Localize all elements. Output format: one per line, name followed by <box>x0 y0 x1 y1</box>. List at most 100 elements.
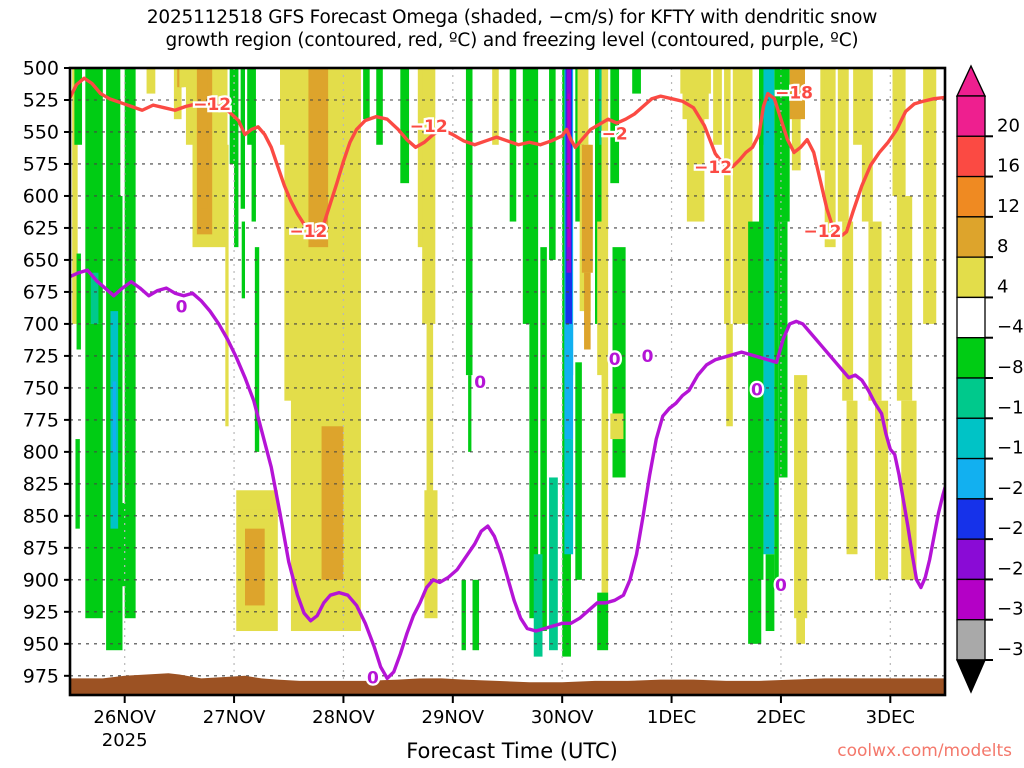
x-axis-year-label: 2025 <box>102 730 148 751</box>
omega-shade-band <box>247 68 254 145</box>
contour-label-text: −12 <box>694 158 732 178</box>
omega-shade-band <box>901 400 917 580</box>
omega-shade-band <box>325 451 340 555</box>
y-axis-tick-label: 575 <box>23 153 59 175</box>
terrain-profile <box>70 673 945 695</box>
contour-label-halo: 0 <box>642 347 654 367</box>
colorbar-tick-label: 8 <box>997 236 1008 257</box>
y-axis-tick-label: 825 <box>23 473 59 495</box>
y-axis-tick-label: 850 <box>23 505 59 527</box>
contour-label-halo: 0 <box>474 373 486 393</box>
colorbar-swatch <box>956 216 986 258</box>
site-credit: coolwx.com/modelts <box>837 741 1012 761</box>
plot-frame <box>68 66 947 697</box>
contour-labels-layer: −12−12−12−12−12−12 −2−2−12−12−18−18−12−12… <box>173 81 843 691</box>
omega-shade-band <box>564 439 574 555</box>
contour-label-text: −12 <box>410 117 448 137</box>
omega-shade-band <box>533 554 543 657</box>
omega-shade-band <box>763 68 775 555</box>
contour-label-halo: 0 <box>367 668 379 688</box>
y-axis-tick-label: 675 <box>23 281 59 303</box>
y-axis-tick-label: 650 <box>23 249 59 271</box>
colorbar-tick-label: −8 <box>997 357 1024 378</box>
omega-shade-band <box>529 68 539 619</box>
omega-shade-band <box>597 592 609 651</box>
dendritic-snow-growth-contour-layer <box>70 76 945 239</box>
contour-label-text: 0 <box>474 373 486 393</box>
omega-shade-band <box>632 68 641 94</box>
colorbar-swatch <box>956 538 986 581</box>
contour-label-freezing-level: 00 <box>607 348 624 373</box>
colorbar-tick-label: −4 <box>997 317 1024 338</box>
contour-label-freezing-level: 00 <box>365 666 382 691</box>
omega-shade-band <box>225 144 229 427</box>
y-axis-tick-label: 600 <box>23 185 59 207</box>
y-axis-tick-label: 950 <box>23 633 59 655</box>
x-axis-tick-label: 29NOV <box>422 707 485 728</box>
y-axis-tick-label: 875 <box>23 537 59 559</box>
contour-label-text: −18 <box>775 84 813 104</box>
omega-shade-band <box>689 68 700 171</box>
omega-shade-band <box>376 68 383 145</box>
colorbar-tick-label: −12 <box>997 397 1024 418</box>
omega-shade-band <box>90 272 99 324</box>
omega-shade-band <box>363 68 370 120</box>
omega-shading-layer <box>72 68 937 657</box>
colorbar-tick-label: −24 <box>997 518 1024 539</box>
omega-shade-band <box>776 68 790 222</box>
contour-label-text: −12 <box>289 222 327 242</box>
omega-shade-band <box>540 247 547 632</box>
omega-shade-band <box>789 68 805 120</box>
omega-shade-band <box>748 221 762 644</box>
omega-shade-band <box>126 208 133 555</box>
omega-shade-band <box>245 528 265 606</box>
y-axis-tick-label: 550 <box>23 121 59 143</box>
omega-shade-band <box>201 68 208 209</box>
omega-shade-band <box>853 68 865 145</box>
omega-shade-band <box>468 375 472 452</box>
y-axis-tick-label: 625 <box>23 217 59 239</box>
colorbar-swatch <box>956 377 986 419</box>
contour-label-halo: −12 <box>289 222 327 242</box>
omega-shade-band <box>597 221 604 376</box>
omega-shade-band <box>465 68 473 376</box>
contour-label-dendritic-snow-growth-region: −12−12 <box>287 220 329 245</box>
colorbar-tick-label: −16 <box>997 438 1024 459</box>
chart-title-line2: growth region (contoured, red, ºC) and f… <box>165 30 859 52</box>
omega-shade-band <box>254 247 260 452</box>
contour-label-freezing-level: 00 <box>773 574 790 599</box>
x-axis-tick-label: 3DEC <box>866 707 915 728</box>
plot-frame-layer <box>68 66 947 697</box>
contour-label-text: 0 <box>751 380 763 400</box>
contour-label-halo: −12 <box>694 158 732 178</box>
x-axis-tick-label: 1DEC <box>647 707 696 728</box>
y-axis-tick-label: 500 <box>23 58 59 80</box>
colorbar-swatch <box>956 135 986 178</box>
colorbar-under-arrow <box>955 659 987 694</box>
contour-label-halo: −18 <box>775 84 813 104</box>
x-axis-title: Forecast Time (UTC) <box>406 739 618 763</box>
omega-shade-band <box>72 68 78 324</box>
y-axis-tick-label: 925 <box>23 601 59 623</box>
contour-label-halo: 0 <box>176 297 188 317</box>
omega-shade-band <box>564 323 574 440</box>
omega-shade-band <box>112 381 116 452</box>
omega-shade-band <box>868 221 882 401</box>
omega-shade-band <box>426 323 434 542</box>
contour-label-halo: −12 <box>804 222 842 242</box>
omega-shade-band <box>778 221 788 478</box>
colorbar-tick-label: 20 <box>997 115 1020 136</box>
omega-shade-band <box>842 221 854 401</box>
contour-label-text: −2 <box>602 125 628 145</box>
chart-title: 2025112518 GFS Forecast Omega (shaded, −… <box>0 6 1024 52</box>
terrain-layer <box>70 673 945 695</box>
omega-shade-band <box>240 68 245 209</box>
gridlines-layer <box>70 67 945 695</box>
omega-shade-band <box>472 579 480 651</box>
chart-title-line1: 2025112518 GFS Forecast Omega (shaded, −… <box>146 7 878 28</box>
omega-shade-band <box>75 439 80 529</box>
omega-shade-band <box>400 68 410 184</box>
x-axis-layer: 26NOV 27NOV 28NOV 29NOV 30NOV 1DEC 2DEC 3DEC 202… <box>93 695 915 751</box>
